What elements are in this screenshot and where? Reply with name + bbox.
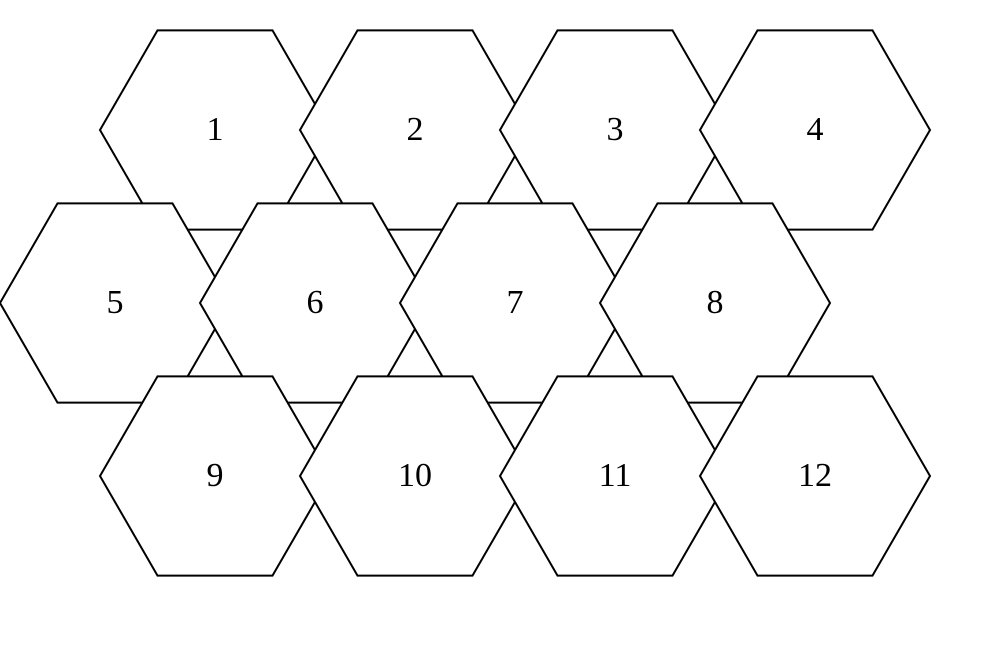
hex-4: 4 <box>700 30 930 229</box>
hex-label: 5 <box>107 284 124 321</box>
hex-label: 11 <box>599 457 632 494</box>
hex-10: 10 <box>300 376 530 575</box>
hex-2: 2 <box>300 30 530 229</box>
hex-label: 3 <box>607 111 624 148</box>
hex-3: 3 <box>500 30 730 229</box>
hex-label: 2 <box>407 111 424 148</box>
hex-label: 8 <box>707 284 724 321</box>
hex-label: 12 <box>798 457 832 494</box>
hex-label: 1 <box>207 111 224 148</box>
hex-1: 1 <box>100 30 330 229</box>
hex-6: 6 <box>200 203 430 402</box>
hex-5: 5 <box>0 203 230 402</box>
hex-12: 12 <box>700 376 930 575</box>
hex-label: 10 <box>398 457 432 494</box>
hex-label: 6 <box>307 284 324 321</box>
hex-grid-diagram: 123456789101112 <box>0 0 1000 650</box>
hex-label: 7 <box>507 284 524 321</box>
hex-9: 9 <box>100 376 330 575</box>
hex-7: 7 <box>400 203 630 402</box>
hex-label: 4 <box>807 111 824 148</box>
hex-8: 8 <box>600 203 830 402</box>
hex-label: 9 <box>207 457 224 494</box>
hex-11: 11 <box>500 376 730 575</box>
